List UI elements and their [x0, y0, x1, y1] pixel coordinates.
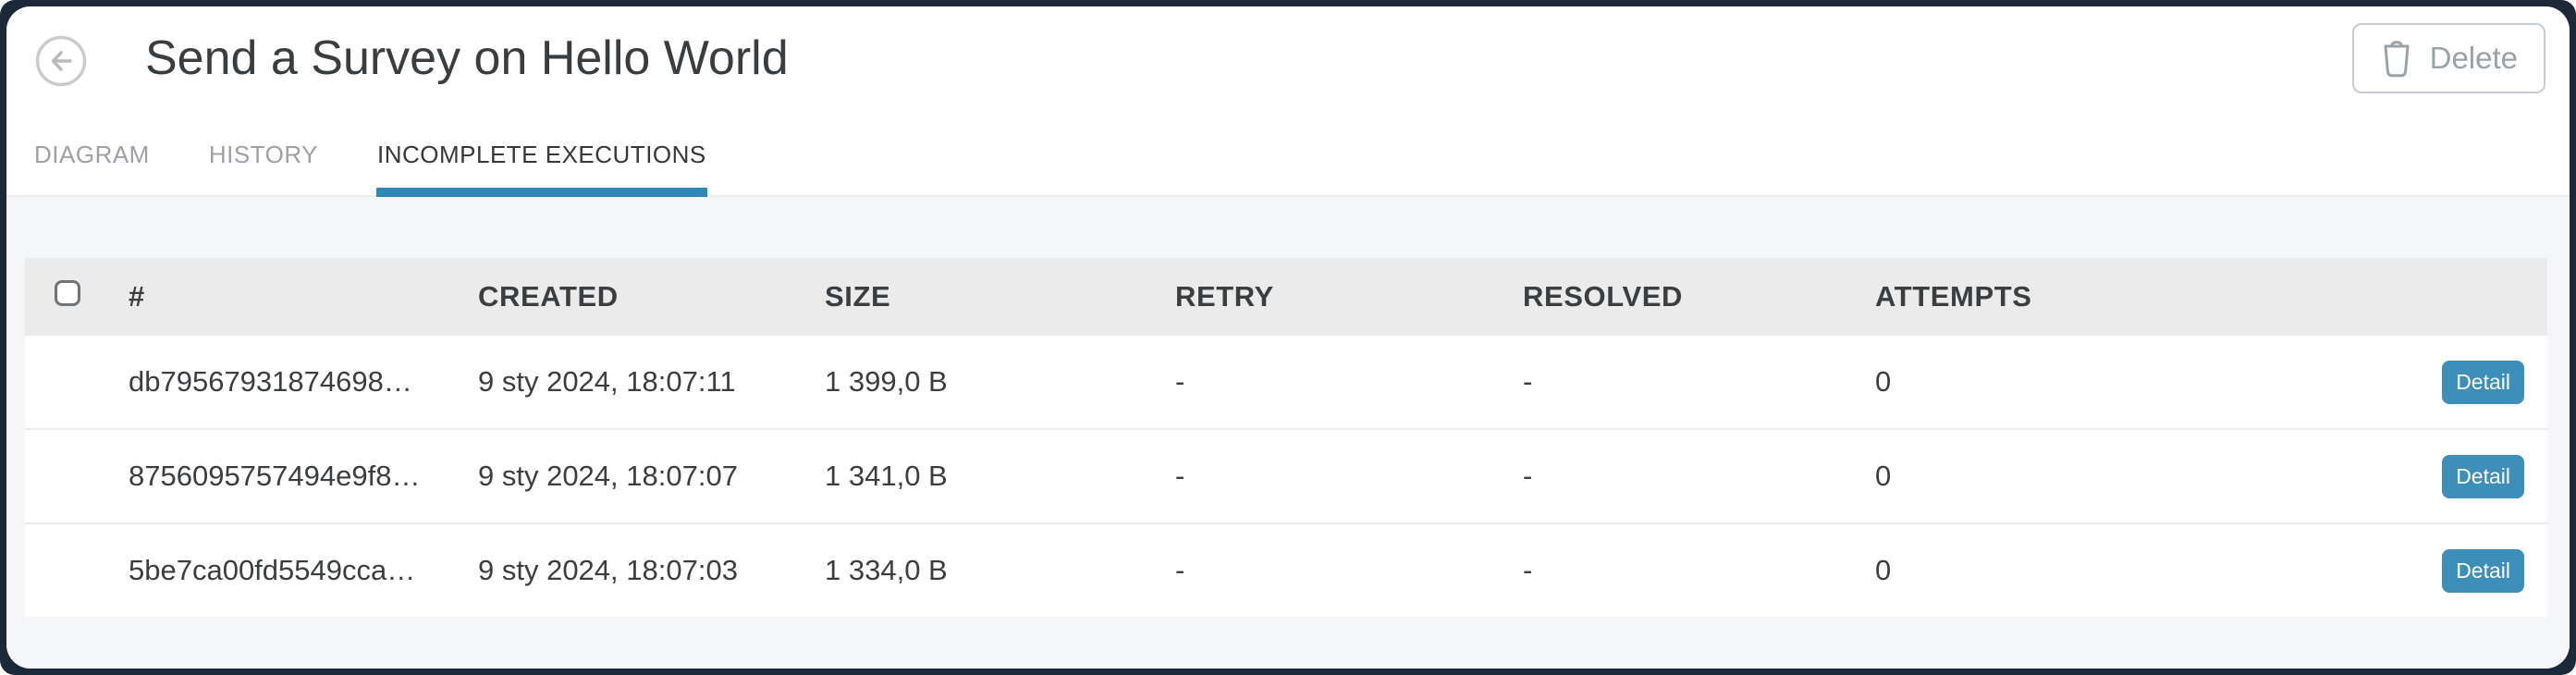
execution-attempts: 0	[1875, 554, 1892, 586]
back-arrow-icon	[35, 35, 87, 87]
execution-attempts: 0	[1875, 365, 1892, 398]
execution-created: 9 sty 2024, 18:07:03	[478, 554, 738, 586]
execution-size: 1 334,0 B	[825, 554, 948, 586]
tab-incomplete-executions[interactable]: INCOMPLETE EXECUTIONS	[375, 141, 707, 197]
row-action-cell: Detail	[2162, 360, 2547, 404]
detail-button[interactable]: Detail	[2442, 454, 2524, 498]
delete-button-label: Delete	[2429, 41, 2518, 75]
page-title: Send a Survey on Hello World	[145, 31, 789, 85]
tab-content: # CREATED SIZE RETRY RESOLVED ATTEMPTS d…	[6, 197, 2570, 669]
execution-created: 9 sty 2024, 18:07:11	[478, 365, 736, 398]
incomplete-executions-table: # CREATED SIZE RETRY RESOLVED ATTEMPTS d…	[25, 258, 2547, 617]
header-checkbox-cell	[25, 280, 129, 313]
execution-retry: -	[1175, 365, 1185, 398]
execution-size: 1 341,0 B	[825, 460, 948, 492]
execution-resolved: -	[1523, 554, 1533, 586]
workflow-detail-card: Send a Survey on Hello World Delete DIAG…	[6, 6, 2570, 669]
card-header: Send a Survey on Hello World Delete	[6, 6, 2570, 132]
execution-size: 1 399,0 B	[825, 365, 948, 398]
trash-icon	[2384, 41, 2410, 78]
col-header-resolved: RESOLVED	[1523, 280, 1684, 313]
execution-id: 5be7ca00fd5549cca…	[129, 554, 416, 586]
execution-resolved: -	[1523, 460, 1533, 492]
delete-button[interactable]: Delete	[2351, 23, 2545, 93]
execution-id: db79567931874698…	[129, 365, 412, 398]
table-header-row: # CREATED SIZE RETRY RESOLVED ATTEMPTS	[25, 258, 2547, 336]
execution-created: 9 sty 2024, 18:07:07	[478, 460, 738, 492]
detail-button[interactable]: Detail	[2442, 548, 2524, 593]
tab-bar: DIAGRAM HISTORY INCOMPLETE EXECUTIONS	[6, 132, 2570, 197]
execution-retry: -	[1175, 460, 1185, 492]
row-action-cell: Detail	[2162, 454, 2547, 498]
table-row: db79567931874698… 9 sty 2024, 18:07:11 1…	[25, 336, 2547, 428]
table-row: 8756095757494e9f8… 9 sty 2024, 18:07:07 …	[25, 428, 2547, 522]
row-action-cell: Detail	[2162, 548, 2547, 593]
back-button[interactable]	[34, 34, 88, 88]
col-header-id: #	[129, 280, 145, 313]
table-row: 5be7ca00fd5549cca… 9 sty 2024, 18:07:03 …	[25, 522, 2547, 617]
execution-id: 8756095757494e9f8…	[129, 460, 421, 492]
execution-attempts: 0	[1875, 460, 1892, 492]
col-header-retry: RETRY	[1175, 280, 1274, 313]
col-header-created: CREATED	[478, 280, 619, 313]
tab-history[interactable]: HISTORY	[208, 141, 318, 168]
col-header-size: SIZE	[825, 280, 891, 313]
detail-button[interactable]: Detail	[2442, 360, 2524, 404]
col-header-attempts: ATTEMPTS	[1875, 280, 2032, 313]
tab-diagram[interactable]: DIAGRAM	[34, 141, 150, 168]
execution-resolved: -	[1523, 365, 1533, 398]
execution-retry: -	[1175, 554, 1185, 586]
select-all-checkbox[interactable]	[55, 280, 80, 306]
